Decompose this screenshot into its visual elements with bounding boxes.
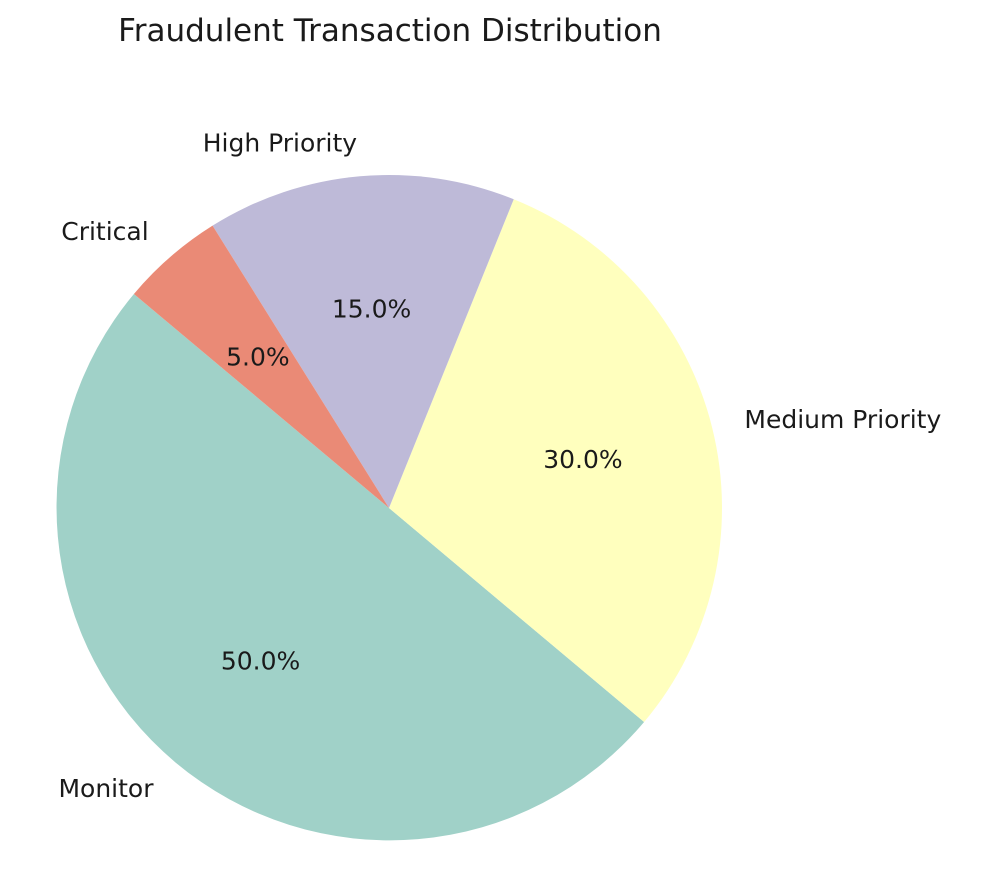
slice-label-critical: Critical bbox=[61, 217, 148, 246]
slice-label-medium-priority: Medium Priority bbox=[744, 405, 941, 434]
pie-slice-medium-priority bbox=[389, 199, 722, 723]
chart-title: Fraudulent Transaction Distribution bbox=[118, 13, 662, 49]
pie-slice-high-priority bbox=[212, 175, 514, 508]
pct-label-high-priority: 15.0% bbox=[332, 295, 411, 324]
slice-label-monitor: Monitor bbox=[58, 774, 154, 803]
pie-slice-monitor bbox=[56, 293, 645, 841]
pie-slice-critical bbox=[133, 225, 389, 508]
pie-labels: 50.0% Monitor 30.0% Medium Priority 15.0% Hig… bbox=[58, 129, 941, 803]
pct-label-monitor: 50.0% bbox=[221, 647, 300, 676]
pct-label-medium-priority: 30.0% bbox=[543, 445, 622, 474]
slice-label-high-priority: High Priority bbox=[203, 129, 358, 158]
pie-slices bbox=[56, 175, 722, 841]
pct-label-critical: 5.0% bbox=[226, 343, 290, 372]
